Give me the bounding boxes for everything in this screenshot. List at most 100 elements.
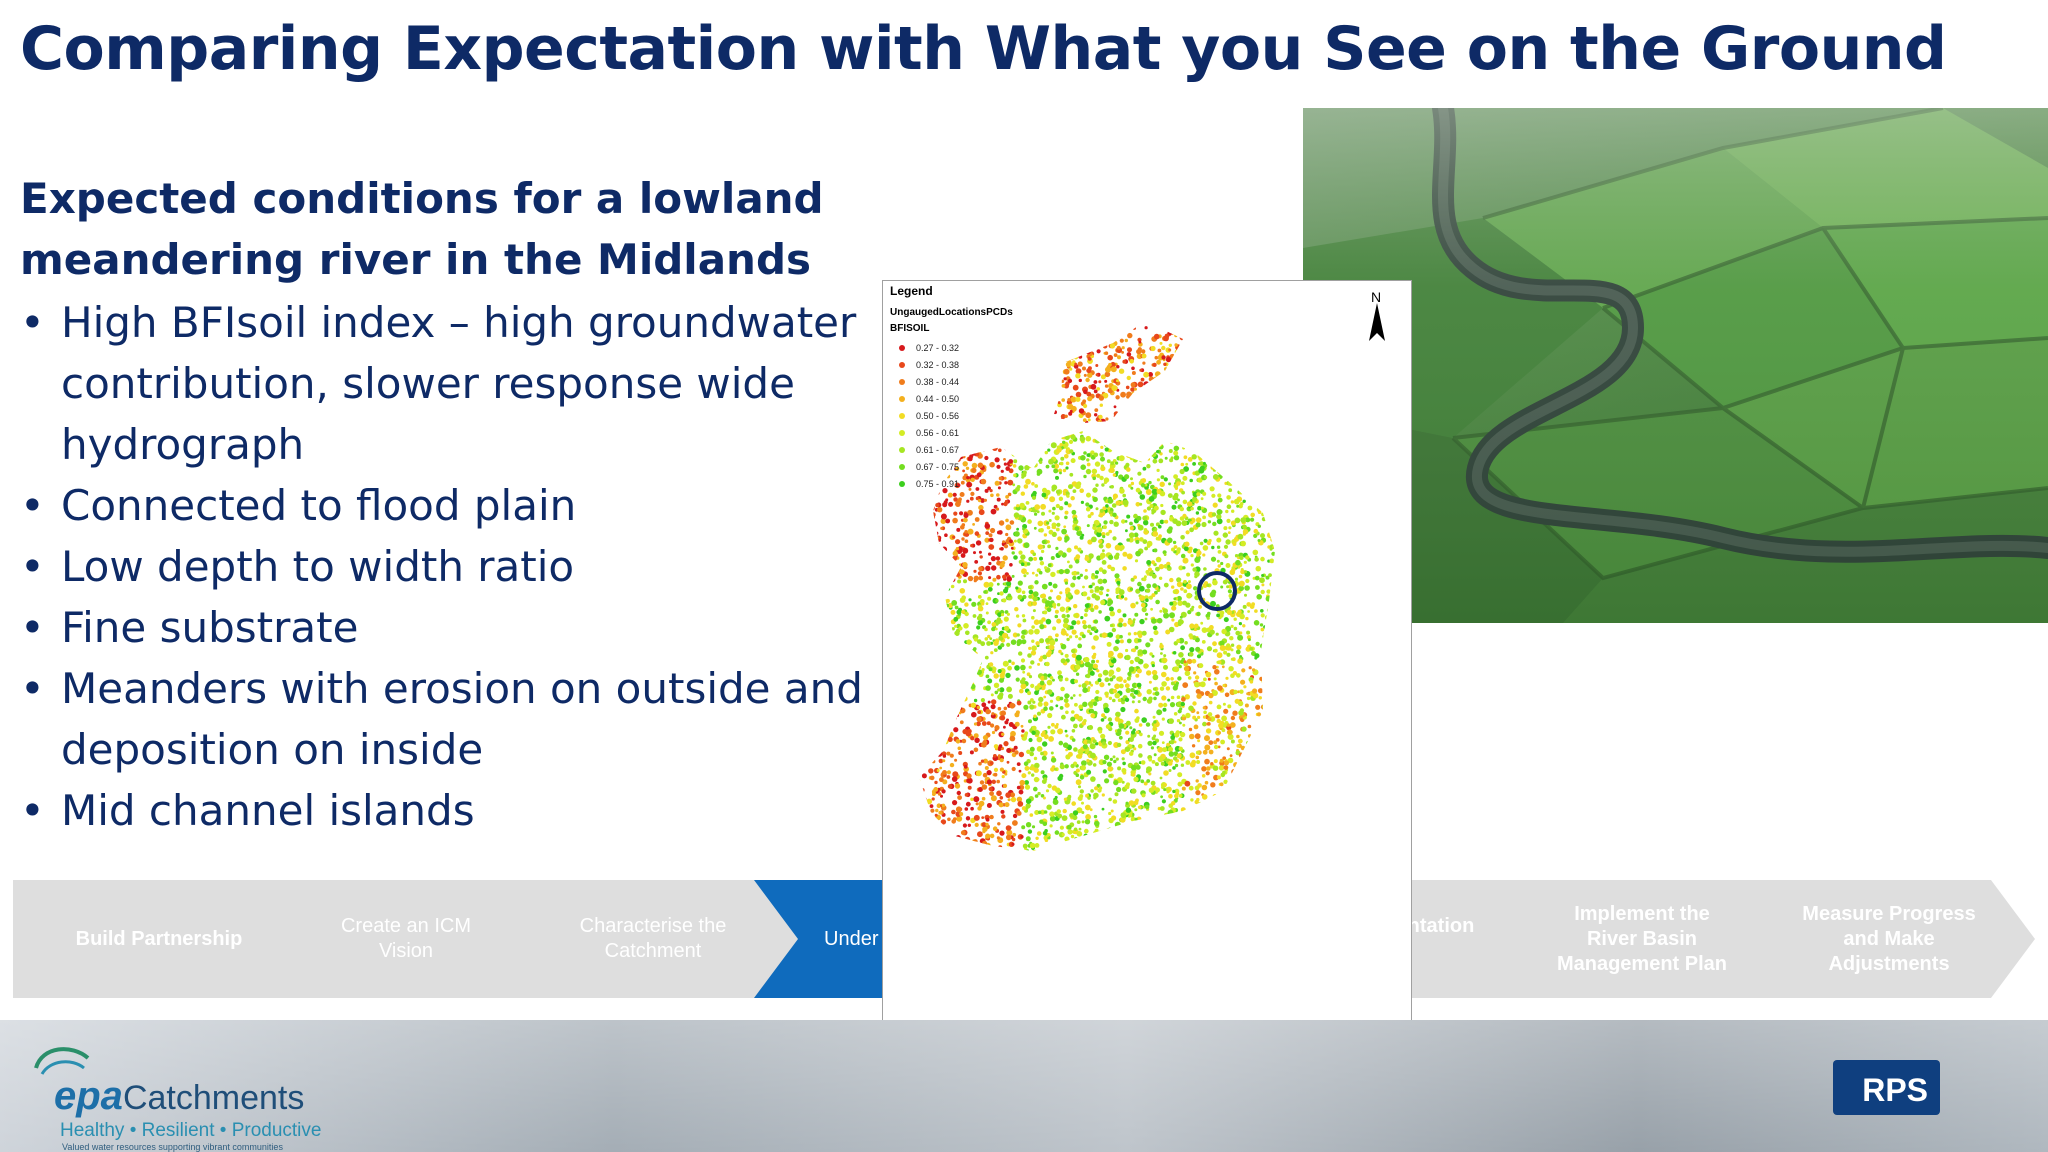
map-point <box>1260 488 1266 493</box>
map-point <box>989 791 994 796</box>
map-point <box>1270 643 1275 648</box>
map-point <box>1255 449 1259 453</box>
map-point <box>1249 604 1255 609</box>
map-point <box>1250 512 1255 518</box>
map-point <box>1100 718 1105 722</box>
step-label: Measure Progress and Make Adjustments <box>1802 902 1976 975</box>
map-point <box>1227 589 1232 594</box>
map-point <box>1196 797 1200 802</box>
map-point <box>1261 517 1266 522</box>
map-point <box>1262 751 1268 757</box>
map-point <box>960 438 965 443</box>
map-point <box>1063 383 1070 389</box>
map-point <box>996 464 1001 469</box>
map-point <box>1024 358 1028 362</box>
map-point <box>1130 481 1135 486</box>
map-point <box>1261 426 1268 433</box>
map-point <box>1053 468 1059 474</box>
map-point <box>1007 798 1011 802</box>
map-point <box>1078 858 1082 862</box>
map-point <box>972 336 977 341</box>
map-point <box>1264 710 1268 714</box>
map-point <box>1186 583 1192 590</box>
map-point <box>1065 633 1069 637</box>
map-point <box>1048 458 1054 465</box>
map-point <box>1145 642 1151 648</box>
map-point <box>1256 740 1261 745</box>
map-point <box>1065 466 1069 470</box>
map-point <box>1273 411 1275 415</box>
step-characterise-catchment[interactable]: Characterise the Catchment <box>507 880 799 998</box>
map-point <box>1052 799 1059 805</box>
map-point <box>953 497 958 502</box>
map-point <box>959 687 964 692</box>
map-point <box>1129 751 1134 756</box>
map-point <box>1221 380 1226 385</box>
map-point <box>1075 779 1082 786</box>
step-measure-progress[interactable]: Measure Progress and Make Adjustments <box>1743 880 2035 998</box>
map-point <box>922 754 929 760</box>
map-point <box>990 508 997 515</box>
map-point <box>996 836 1000 840</box>
map-point <box>1012 426 1018 431</box>
map-point <box>1254 350 1259 355</box>
map-point <box>1136 452 1141 457</box>
map-point <box>1135 487 1141 493</box>
step-implement-rbmp[interactable]: Implement the River Basin Management Pla… <box>1496 880 1788 998</box>
map-point <box>1145 823 1150 828</box>
map-point <box>1062 848 1068 851</box>
map-point <box>1173 740 1177 744</box>
map-point <box>1148 595 1153 600</box>
map-point <box>1179 506 1184 512</box>
map-point <box>1162 707 1167 712</box>
map-point <box>996 497 1001 502</box>
map-point <box>1029 813 1034 817</box>
map-point <box>1174 852 1180 858</box>
map-point <box>919 579 921 583</box>
map-point <box>1267 708 1274 715</box>
map-point <box>997 669 1002 674</box>
map-point <box>1010 546 1014 550</box>
map-point <box>967 785 972 790</box>
map-point <box>1081 811 1085 814</box>
map-point <box>1027 342 1034 349</box>
map-point <box>1156 397 1161 402</box>
map-point <box>1055 546 1059 550</box>
map-point <box>1057 355 1063 361</box>
map-point <box>1039 354 1044 359</box>
map-point <box>1129 857 1134 862</box>
map-point <box>1049 433 1055 439</box>
map-point <box>1220 410 1226 416</box>
map-point <box>953 616 959 622</box>
map-point <box>1005 825 1012 831</box>
map-point <box>1106 858 1111 863</box>
map-point <box>1246 420 1252 427</box>
map-point <box>1072 384 1079 391</box>
map-point <box>1272 798 1275 803</box>
map-point <box>1246 405 1251 409</box>
map-point <box>1006 432 1012 439</box>
map-point <box>1161 799 1166 804</box>
map-point <box>1237 556 1240 560</box>
step-build-partnership[interactable]: Build Partnership <box>13 880 305 998</box>
map-point <box>1274 367 1275 374</box>
step-create-vision[interactable]: Create an ICM Vision <box>260 880 552 998</box>
map-point <box>1088 725 1094 730</box>
map-point <box>1280 435 1286 441</box>
map-point <box>1024 334 1028 338</box>
map-point <box>1253 782 1259 788</box>
map-point <box>1174 831 1178 836</box>
map-point <box>946 636 952 641</box>
map-point <box>1093 635 1099 641</box>
map-point <box>967 346 973 351</box>
map-point <box>1276 495 1280 499</box>
map-point <box>1242 370 1246 374</box>
map-point <box>1041 583 1048 590</box>
map-point <box>1180 807 1186 813</box>
map-point <box>1067 751 1073 757</box>
map-point <box>1120 844 1124 848</box>
map-point <box>990 335 994 340</box>
map-point <box>1196 760 1201 764</box>
map-point <box>1081 801 1084 805</box>
map-point <box>1003 544 1009 549</box>
